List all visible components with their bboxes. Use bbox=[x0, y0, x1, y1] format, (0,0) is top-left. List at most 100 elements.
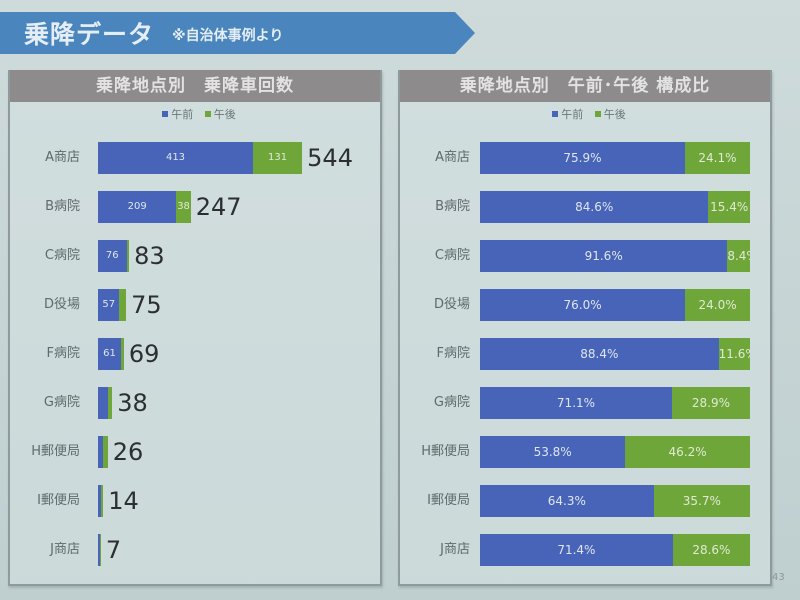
stacked-bar: 95 bbox=[98, 485, 104, 517]
table-row: F病院 61869 bbox=[10, 338, 370, 370]
pm-segment: 46.2% bbox=[625, 436, 750, 468]
stacked-bar: 76.0% 24.0% bbox=[480, 289, 750, 321]
am-segment: 53.8% bbox=[480, 436, 626, 468]
category-label: H郵便局 bbox=[31, 444, 80, 459]
am-segment: 209 bbox=[98, 191, 177, 223]
am-segment: 9 bbox=[98, 485, 102, 517]
am-segment: 57 bbox=[98, 289, 120, 321]
table-row: B病院 84.6% 15.4% bbox=[400, 191, 760, 223]
am-segment: 14 bbox=[98, 436, 104, 468]
pm-segment: 8.4% bbox=[727, 240, 750, 272]
stacked-bar: 71.1% 28.9% bbox=[480, 387, 750, 419]
am-swatch-icon bbox=[552, 111, 559, 117]
table-row: G病院 71.1% 28.9% bbox=[400, 387, 760, 419]
am-segment: 413 bbox=[98, 142, 253, 174]
am-segment: 61 bbox=[98, 338, 121, 370]
total-value: 75 bbox=[131, 291, 162, 319]
pm-segment: 15.4% bbox=[708, 191, 750, 223]
stacked-bar: 91.6%8.4% bbox=[480, 240, 750, 272]
stacked-bar: 84.6% 15.4% bbox=[480, 191, 750, 223]
legend-am: 午前 bbox=[561, 108, 584, 121]
pm-segment: 131 bbox=[253, 142, 303, 174]
table-row: I郵便局 64.3% 35.7% bbox=[400, 485, 760, 517]
table-row: H郵便局 53.8% 46.2% bbox=[400, 436, 760, 468]
table-row: G病院271138 bbox=[10, 387, 370, 419]
stacked-bar: 767 bbox=[98, 240, 130, 272]
pm-segment: 38 bbox=[176, 191, 191, 223]
total-value: 26 bbox=[112, 438, 144, 466]
table-row: D役場 571875 bbox=[10, 289, 370, 321]
stacked-bar: 64.3% 35.7% bbox=[480, 485, 750, 517]
pm-segment: 12 bbox=[103, 436, 108, 468]
slide-note: ※自治体事例より bbox=[172, 28, 284, 44]
am-segment: 71.1% bbox=[480, 387, 672, 419]
stacked-bar: 71.4% 28.6% bbox=[480, 534, 750, 566]
table-row: J商店 527 bbox=[10, 534, 370, 566]
page-number: 43 bbox=[772, 572, 785, 583]
category-label: H郵便局 bbox=[421, 444, 470, 459]
am-segment: 64.3% bbox=[480, 485, 654, 517]
stacked-bar: 209 38 bbox=[98, 191, 191, 223]
am-segment: 5 bbox=[98, 534, 100, 566]
total-value: 14 bbox=[108, 487, 139, 515]
category-label: C病院 bbox=[434, 248, 470, 263]
table-row: A商店 413 131 544 bbox=[10, 142, 370, 174]
chart-legend: 午前 午後 bbox=[10, 106, 380, 124]
stacked-bar: 75.9% 24.1% bbox=[480, 142, 750, 174]
pm-segment: 18 bbox=[119, 289, 127, 321]
ratio-chart-title: 乗降地点別 午前･午後 構成比 bbox=[400, 70, 770, 102]
table-row: J商店 71.4% 28.6% bbox=[400, 534, 760, 566]
pm-segment: 2 bbox=[99, 534, 101, 566]
total-value: 7 bbox=[105, 536, 122, 564]
am-segment: 88.4% bbox=[480, 338, 719, 370]
pm-segment: 5 bbox=[101, 485, 104, 517]
stacked-bar: 88.4%11.6% bbox=[480, 338, 750, 370]
category-label: D役場 bbox=[433, 297, 470, 312]
am-segment: 76.0% bbox=[480, 289, 686, 321]
legend-pm: 午後 bbox=[213, 108, 236, 121]
stacked-bar: 5718 bbox=[98, 289, 127, 321]
stacked-bar: 618 bbox=[98, 338, 124, 370]
pm-segment: 28.9% bbox=[671, 387, 750, 419]
category-label: F病院 bbox=[46, 346, 80, 361]
am-segment: 75.9% bbox=[480, 142, 685, 174]
pm-segment: 8 bbox=[120, 338, 124, 370]
pm-swatch-icon bbox=[594, 111, 601, 117]
pm-segment: 24.1% bbox=[684, 142, 750, 174]
am-segment: 27 bbox=[98, 387, 109, 419]
stacked-bar: 1412 bbox=[98, 436, 108, 468]
total-value: 69 bbox=[128, 340, 160, 368]
category-label: B病院 bbox=[45, 199, 80, 214]
am-segment: 71.4% bbox=[480, 534, 673, 566]
category-label: F病院 bbox=[436, 346, 470, 361]
pm-segment: 24.0% bbox=[685, 289, 750, 321]
am-segment: 91.6% bbox=[480, 240, 728, 272]
table-row: H郵便局141226 bbox=[10, 436, 370, 468]
category-label: A商店 bbox=[435, 150, 470, 165]
am-segment: 76 bbox=[98, 240, 127, 272]
pm-swatch-icon bbox=[204, 111, 211, 117]
pm-segment: 28.6% bbox=[672, 534, 750, 566]
pm-segment: 11.6% bbox=[718, 338, 750, 370]
total-value: 247 bbox=[195, 193, 242, 221]
category-label: J商店 bbox=[440, 542, 470, 557]
total-value: 83 bbox=[134, 242, 165, 270]
category-label: I郵便局 bbox=[427, 493, 470, 508]
am-swatch-icon bbox=[162, 111, 169, 117]
category-label: D役場 bbox=[43, 297, 80, 312]
table-row: F病院 88.4%11.6% bbox=[400, 338, 760, 370]
chart-legend: 午前 午後 bbox=[400, 106, 770, 124]
category-label: G病院 bbox=[43, 395, 80, 410]
table-row: C病院 91.6%8.4% bbox=[400, 240, 760, 272]
slide-title: 乗降データ bbox=[24, 20, 155, 49]
total-value: 38 bbox=[117, 389, 148, 417]
pm-segment: 35.7% bbox=[653, 485, 750, 517]
am-segment: 84.6% bbox=[480, 191, 709, 223]
pm-segment: 11 bbox=[108, 387, 113, 419]
table-row: I郵便局 9514 bbox=[10, 485, 370, 517]
table-row: C病院 76783 bbox=[10, 240, 370, 272]
total-value: 544 bbox=[307, 144, 353, 172]
counts-chart-panel: 乗降地点別 乗降車回数 午前 午後 A商店 413 131 544 B病院 209 38 24… bbox=[8, 70, 382, 586]
stacked-bar: 2711 bbox=[98, 387, 113, 419]
